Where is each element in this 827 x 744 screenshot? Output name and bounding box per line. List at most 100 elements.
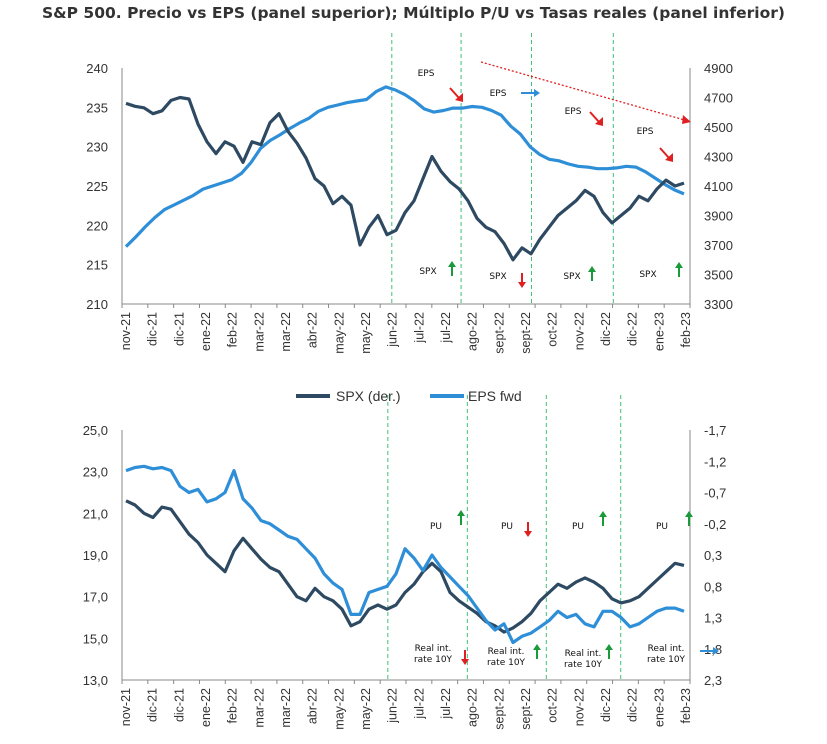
left-axis-tick: 235 [86, 100, 108, 115]
pu-annotation-arrow-head [685, 511, 693, 517]
right-axis-tick: 2,3 [704, 673, 722, 688]
x-axis-tick-label: oct-22 [546, 688, 560, 723]
spx-annotation-label: SPX [489, 272, 506, 282]
pu-annotation-arrow-head [457, 510, 465, 516]
eps-annotation-arrow-head [595, 117, 603, 126]
eps-annotation-arrow [449, 87, 460, 99]
x-axis-tick-label: feb-23 [679, 312, 693, 347]
x-axis-tick-label: mar-22 [279, 312, 293, 352]
eps-annotation-label: EPS [418, 69, 435, 79]
left-axis-tick: 13,0 [83, 673, 108, 688]
right-axis-tick: -1,7 [704, 423, 726, 438]
x-axis-tick-label: feb-23 [679, 688, 693, 723]
right-axis-tick: 4100 [704, 179, 733, 194]
eps-annotation-label: EPS [490, 89, 507, 99]
x-axis-tick-label: abr-22 [306, 688, 320, 724]
eps-annotation-arrow-head [455, 93, 463, 102]
x-axis-tick-label: may-22 [359, 312, 373, 354]
right-axis-tick: 4500 [704, 120, 733, 135]
left-axis-tick: 220 [86, 218, 108, 233]
right-axis-tick: 4700 [704, 91, 733, 106]
chart-title: S&P 500. Precio vs EPS (panel superior);… [42, 4, 785, 22]
spx-annotation-label: SPX [639, 270, 656, 280]
x-axis-tick-label: dic-21 [172, 688, 186, 722]
left-axis-tick: 215 [86, 258, 108, 273]
x-axis-tick-label: ene-22 [199, 688, 213, 727]
x-axis-tick-label: ene-22 [199, 312, 213, 351]
x-axis-tick-label: jul-22 [412, 688, 426, 720]
real-rate-annotation-arrow-head [605, 644, 613, 650]
x-axis-tick-label: nov-22 [572, 688, 586, 726]
x-axis-tick-label: may-22 [332, 312, 346, 354]
legend-spx-label: SPX (der.) [336, 388, 401, 404]
right-axis-tick: 1,3 [704, 611, 722, 626]
x-axis-tick-label: dic-21 [146, 312, 160, 346]
eps-annotation-arrow-head [534, 89, 540, 97]
x-axis-tick-label: nov-22 [572, 312, 586, 350]
spx-annotation-arrow-head [588, 266, 596, 272]
eps-series-line [124, 85, 685, 248]
legend-eps-label: EPS fwd [468, 388, 522, 404]
x-axis-tick-label: dic-21 [146, 688, 160, 722]
right-axis-tick: 3500 [704, 268, 733, 283]
x-axis-tick-label: mar-22 [252, 312, 266, 352]
real-rate-annotation-arrow-head [461, 659, 469, 665]
right-axis-tick: 4900 [704, 61, 733, 76]
real-rate-annotation-label: Real int. [488, 647, 525, 657]
left-axis-tick: 210 [86, 297, 108, 312]
x-axis-tick-label: oct-22 [546, 312, 560, 347]
left-axis-tick: 15,0 [83, 631, 108, 646]
x-axis-tick-label: may-22 [359, 688, 373, 730]
eps-annotation-label: EPS [565, 107, 582, 117]
x-axis-tick-label: mar-22 [252, 688, 266, 728]
x-axis-tick-label: sept-22 [492, 688, 506, 730]
eps-trend-arrowhead [682, 115, 691, 124]
x-axis-tick-label: feb-22 [226, 312, 240, 347]
spx-series-line [125, 95, 685, 262]
x-axis-tick-label: jul-22 [439, 312, 453, 344]
real-rate-annotation-label: Real int. [565, 649, 602, 659]
pu-annotation-arrow-head [524, 531, 532, 537]
x-axis-tick-label: jun-22 [386, 688, 400, 724]
x-axis-tick-label: ago-22 [466, 312, 480, 351]
eps-annotation-arrow [659, 147, 670, 159]
real-rate-annotation-arrow-head [713, 647, 719, 655]
right-axis-tick: 4300 [704, 150, 733, 165]
right-axis-tick: 3700 [704, 238, 733, 253]
x-axis-tick-label: may-22 [332, 688, 346, 730]
x-axis-tick-label: ago-22 [466, 688, 480, 727]
spx-annotation-arrow-head [448, 261, 456, 267]
real-rate-annotation-label: rate 10Y [414, 655, 453, 665]
real-rate-annotation-arrow-head [533, 644, 541, 650]
left-axis-tick: 25,0 [83, 423, 108, 438]
right-axis-tick: -0,2 [704, 517, 726, 532]
pu-annotation-label: PU [501, 522, 513, 532]
x-axis-tick-label: dic-22 [599, 688, 613, 722]
eps-annotation-arrow-head [665, 153, 673, 162]
real-rate-annotation-label: rate 10Y [487, 658, 526, 668]
x-axis-tick-label: ene-23 [652, 688, 666, 727]
x-axis-tick-label: abr-22 [306, 312, 320, 348]
x-axis-tick-label: sept-22 [519, 312, 533, 354]
left-axis-tick: 23,0 [83, 465, 108, 480]
pu-annotation-label: PU [430, 522, 442, 532]
right-axis-tick: 3900 [704, 209, 733, 224]
x-axis-tick-label: sept-22 [519, 688, 533, 730]
right-axis-tick: 3300 [704, 297, 733, 312]
left-axis-tick: 240 [86, 61, 108, 76]
spx-annotation-label: SPX [419, 267, 436, 277]
right-axis-tick: 0,8 [704, 579, 722, 594]
x-axis-tick-label: nov-21 [119, 688, 133, 726]
x-axis-tick-label: nov-21 [119, 312, 133, 350]
left-axis-tick: 225 [86, 179, 108, 194]
pu-annotation-label: PU [572, 522, 584, 532]
x-axis-tick-label: mar-22 [279, 688, 293, 728]
pu-annotation-label: PU [656, 522, 668, 532]
eps-annotation-label: EPS [637, 127, 654, 137]
x-axis-tick-label: jul-22 [439, 688, 453, 720]
spx-annotation-arrow-head [675, 262, 683, 268]
real-rate-series-line [125, 464, 685, 645]
eps-annotation-arrow [589, 111, 600, 123]
x-axis-tick-label: dic-22 [599, 312, 613, 346]
